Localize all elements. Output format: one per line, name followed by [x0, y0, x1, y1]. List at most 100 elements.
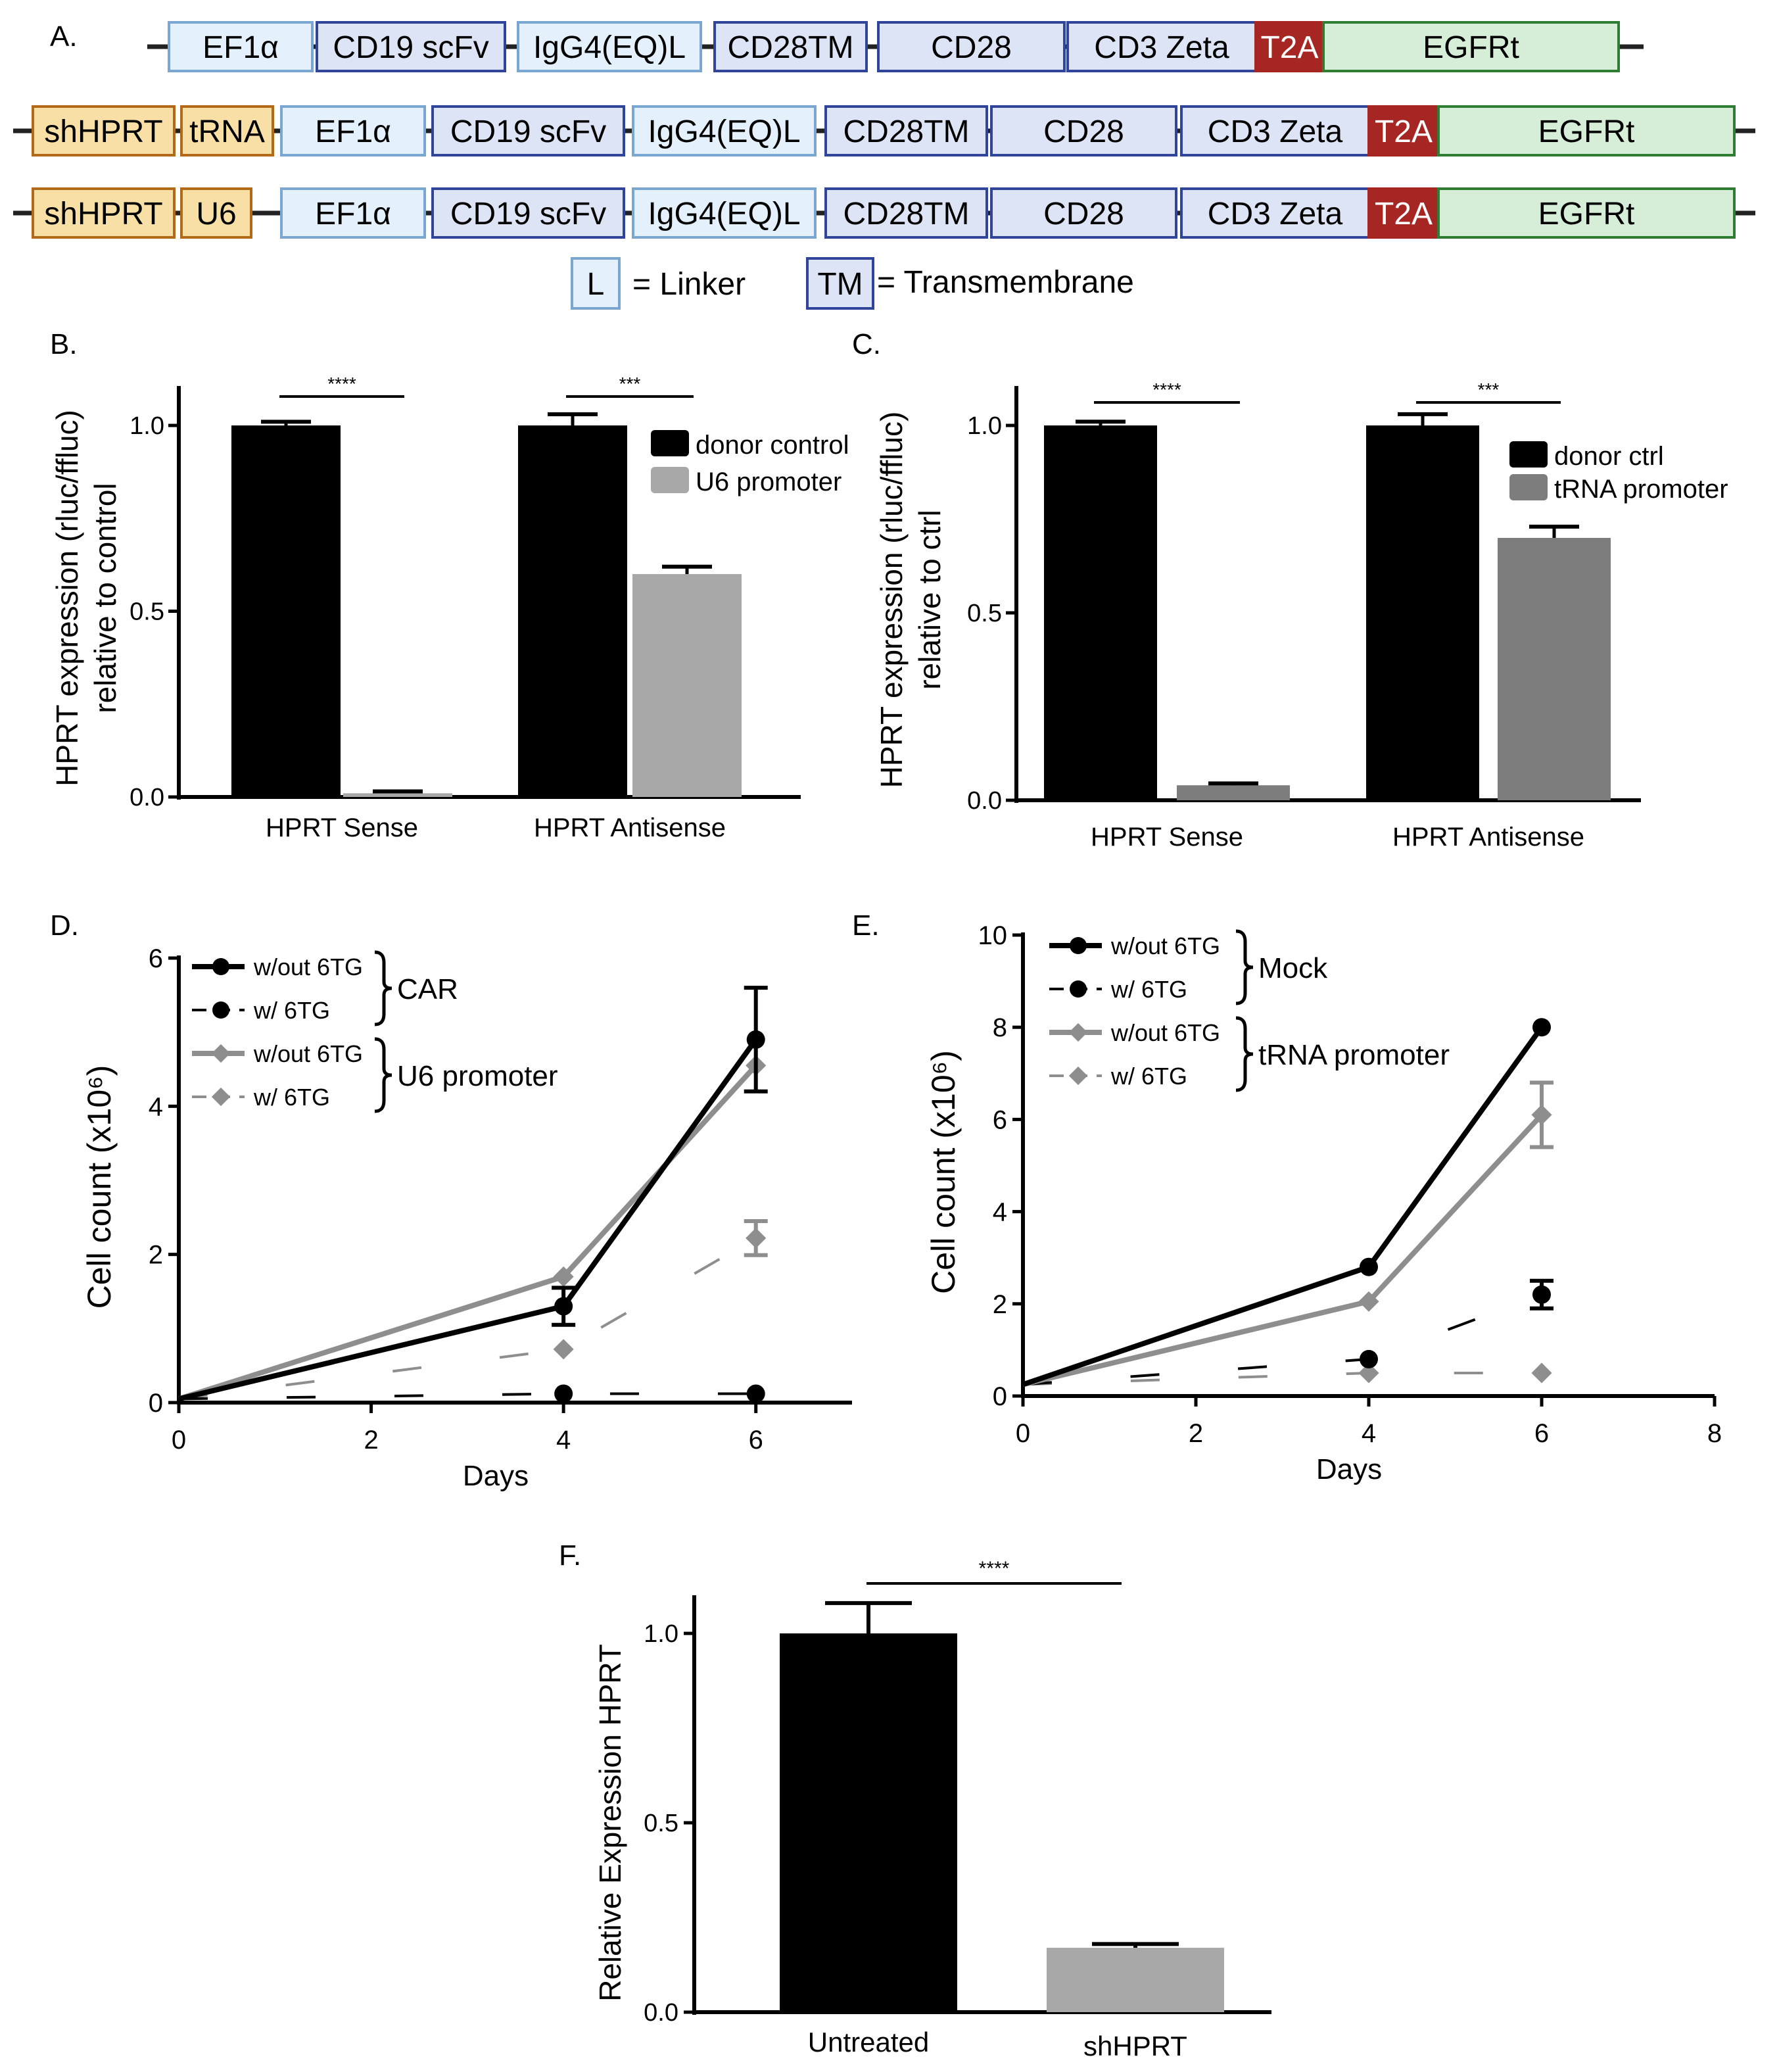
y-tick-label: 2 — [993, 1290, 1007, 1319]
x-tick-label: 2 — [364, 1426, 378, 1455]
bar-trna-promoter-hprt-sense — [1177, 785, 1290, 800]
bar-donor-ctrl-hprt-antisense — [1366, 425, 1479, 800]
x-tick-label: 8 — [1707, 1419, 1722, 1448]
legend-group-brace — [374, 950, 392, 1026]
construct-box-cd28 — [990, 187, 1177, 239]
data-point — [1358, 1291, 1379, 1312]
panel-label-a: A. — [50, 20, 78, 53]
significance-stars: **** — [979, 1558, 1010, 1579]
bar-u6-promoter-hprt-sense — [343, 793, 452, 797]
construct-element-egfrt: EGFRt — [1437, 105, 1736, 157]
construct-label-cd28: CD28 — [1043, 197, 1124, 231]
construct-label-egfrt: EGFRt — [1423, 30, 1519, 65]
construct-label-egfrt: EGFRt — [1538, 197, 1635, 231]
category-label-hprt-sense: HPRT Sense — [1091, 823, 1243, 852]
panel-f-bar-chart: F. 0.0 0.5 1.0 Relative Expression HPRT Untr… — [559, 1539, 1271, 2061]
construct-label-t2a: T2A — [1260, 30, 1318, 65]
construct-box-ef1 — [280, 105, 426, 157]
construct-element-trna: tRNA — [180, 105, 274, 157]
construct-label-ef1: EF1α — [202, 30, 279, 65]
data-point — [554, 1384, 573, 1403]
construct-box-cd19-scfv — [431, 187, 625, 239]
x-tick-label: 4 — [556, 1426, 571, 1455]
bar-donor-ctrl-hprt-sense — [1044, 425, 1157, 800]
legend-label-w-6tg: w/ 6TG — [1110, 1063, 1187, 1090]
x-axis-label: Days — [1316, 1453, 1382, 1485]
construct-label-ef1: EF1α — [315, 197, 391, 231]
y-tick-label: 1.0 — [130, 412, 164, 440]
legend-label-donor-control: donor control — [696, 431, 849, 460]
construct-box-cd28tm — [824, 105, 988, 157]
x-axis-label: Days — [463, 1460, 529, 1492]
construct-label-cd19-scfv: CD19 scFv — [333, 30, 488, 65]
construct-box-egfrt — [1437, 105, 1736, 157]
legend-label-w-out-6tg: w/out 6TG — [1110, 932, 1220, 959]
bar-donor-control-hprt-antisense — [518, 425, 627, 797]
construct-box-cd3-zeta — [1180, 187, 1370, 239]
legend-marker — [212, 958, 229, 975]
construct-box-igg4-eq-l — [517, 21, 702, 72]
construct-element-u6: U6 — [180, 187, 252, 239]
construct-element-cd28: CD28 — [990, 105, 1177, 157]
panel-label-e: E. — [852, 909, 880, 942]
y-axis-label: Cell count (x10⁶) — [925, 1050, 962, 1294]
y-tick-label: 0.5 — [130, 598, 164, 626]
construct-label-igg4-eq-l: IgG4(EQ)L — [533, 30, 686, 65]
significance-stars: *** — [619, 373, 641, 394]
y-tick-label: 10 — [978, 921, 1008, 950]
construct-element-cd28: CD28 — [990, 187, 1177, 239]
y-tick-label: 0.0 — [644, 1999, 678, 2027]
panel-b-bar-chart: B. 0.0 0.5 1.0 HPRT expression (rluc/ffluc)… — [50, 328, 849, 842]
construct-label-trna: tRNA — [189, 114, 265, 149]
construct-element-igg4-eq-l: IgG4(EQ)L — [517, 21, 702, 72]
y-tick-label: 0 — [993, 1382, 1007, 1411]
legend-marker — [1070, 937, 1087, 954]
legend-label-donor-ctrl: donor ctrl — [1554, 442, 1664, 471]
key-transmembrane-text: = Transmembrane — [877, 265, 1134, 300]
legend-swatch-donor-ctrl — [1509, 441, 1548, 468]
y-tick-label: 0 — [149, 1389, 163, 1418]
construct-box-t2a — [1367, 105, 1440, 157]
construct-element-cd19-scfv: CD19 scFv — [431, 187, 625, 239]
construct-box-cd19-scfv — [316, 21, 506, 72]
panel-e-line-chart: E. 0 2 4 6 8 10 0 2 4 6 8 Days Cell count (x10⁶) w/ou… — [852, 909, 1722, 1485]
construct-box-cd28tm — [713, 21, 868, 72]
key-transmembrane-box-label: TM — [817, 267, 863, 302]
bar-untreated — [780, 1633, 957, 2012]
construct-element-igg4-eq-l: IgG4(EQ)L — [632, 187, 817, 239]
construct-row-2: shHPRT tRNA EF1α CD19 scFv IgG4(EQ)L CD28TM CD… — [13, 105, 1755, 157]
y-tick-label: 6 — [993, 1105, 1007, 1134]
y-tick-label: 6 — [149, 944, 163, 973]
data-point — [1358, 1362, 1379, 1384]
construct-label-cd3-zeta: CD3 Zeta — [1208, 114, 1343, 149]
legend-label-u6-promoter: U6 promoter — [696, 468, 842, 496]
construct-box-igg4-eq-l — [632, 105, 817, 157]
category-label-hprt-sense: HPRT Sense — [266, 813, 418, 842]
legend-group-brace — [1235, 1016, 1254, 1092]
bar-donor-control-hprt-sense — [231, 425, 341, 797]
construct-box-egfrt — [1437, 187, 1736, 239]
construct-row-1: EF1α CD19 scFv IgG4(EQ)L CD28TM CD28 CD3 Zeta… — [147, 21, 1644, 72]
y-axis-label-line: HPRT expression (rluc/ffluc) — [874, 412, 909, 788]
legend-label-trna-promoter: tRNA promoter — [1554, 475, 1728, 504]
x-tick-label: 4 — [1362, 1419, 1376, 1448]
legend-group-brace — [1235, 929, 1254, 1005]
y-axis-label: HPRT expression (rluc/ffluc) relative to … — [874, 412, 947, 788]
significance-stars: **** — [327, 373, 356, 394]
series-line-u6-promoter-w-out-6tg — [178, 1063, 758, 1402]
construct-element-egfrt: EGFRt — [1437, 187, 1736, 239]
legend-label-w-6tg: w/ 6TG — [253, 997, 330, 1024]
legend-label-w-out-6tg: w/out 6TG — [253, 1040, 363, 1067]
construct-label-cd28tm: CD28TM — [843, 197, 969, 231]
construct-box-u6 — [180, 187, 252, 239]
series-line-mock-w-out-6tg — [1022, 1025, 1544, 1387]
construct-element-shhprt: shHPRT — [32, 187, 176, 239]
construct-label-cd19-scfv: CD19 scFv — [450, 114, 606, 149]
y-axis-label: Cell count (x10⁶) — [81, 1065, 118, 1309]
x-tick-label: 0 — [172, 1426, 186, 1455]
series-line-trna-promoter-w-out-6tg — [1022, 1113, 1544, 1387]
panel-label-f: F. — [559, 1539, 581, 1572]
construct-row-3: shHPRT U6 EF1α CD19 scFv IgG4(EQ)L CD28TM CD28… — [13, 187, 1755, 239]
legend-group-mock: Mock — [1258, 952, 1328, 984]
